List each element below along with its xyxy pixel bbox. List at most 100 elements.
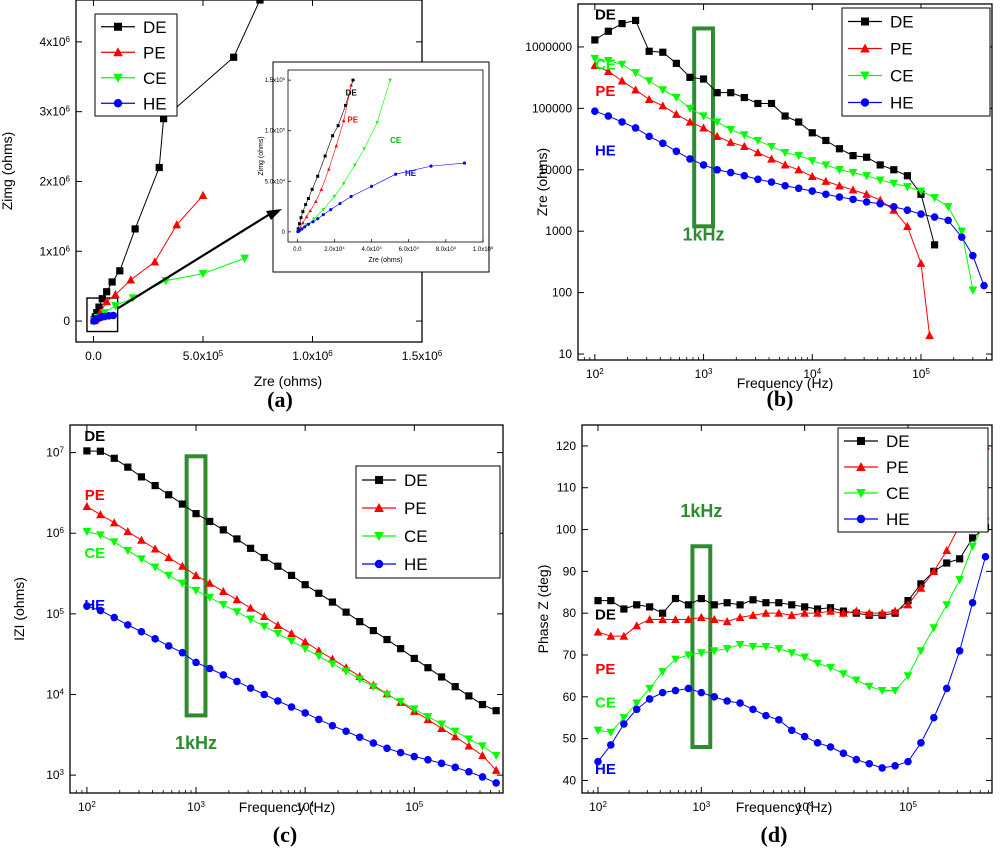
data-point-DE <box>108 278 116 286</box>
legend-marker-HE <box>860 98 870 107</box>
data-point-HE <box>686 155 694 163</box>
data-point-HE <box>930 213 939 221</box>
data-point-DE <box>646 603 654 611</box>
panel-a-chart: 0.0 5.0x105 1.0x106 1.5x106 0 1x106 2x106 3x106… <box>0 0 494 412</box>
data-point-PE <box>903 600 913 609</box>
data-point-DE <box>633 601 641 609</box>
data-point-DE <box>618 19 626 28</box>
y-tick-label: 10 <box>559 347 573 361</box>
data-point-PE <box>82 501 92 511</box>
plot-area <box>590 16 988 340</box>
data-point-CE <box>606 728 616 737</box>
data-point-HE <box>904 757 912 766</box>
data-point-HE <box>178 648 187 657</box>
data-point-DE <box>849 152 857 160</box>
data-point-DE <box>671 594 680 603</box>
data-point-HE <box>826 743 835 751</box>
data-point-CE <box>341 667 351 676</box>
data-point-HE <box>246 684 255 692</box>
data-point-CE <box>246 615 255 624</box>
data-point-CE <box>821 161 831 170</box>
legend-box <box>355 465 501 579</box>
data-point-PE <box>916 583 926 592</box>
1khz-highlight-box <box>690 544 713 749</box>
data-point-PE <box>450 732 460 741</box>
y-tick-label: 40 <box>563 773 577 787</box>
inset-point-HE <box>338 201 342 206</box>
legend-marker-DE <box>375 476 383 484</box>
y-tick-label: 10000 <box>539 163 573 177</box>
legend-marker-CE <box>113 73 123 83</box>
data-point-HE <box>342 727 350 736</box>
data-point-DE <box>876 161 884 169</box>
inset-point-PE <box>334 144 339 148</box>
data-point-HE <box>713 165 721 174</box>
y-tick-label: 80 <box>563 606 577 620</box>
data-point-PE <box>102 297 111 306</box>
data-point-PE <box>903 221 912 230</box>
data-point-DE <box>116 267 124 275</box>
data-point-DE <box>410 654 418 663</box>
data-point-CE <box>726 126 736 135</box>
legend-marker-PE <box>860 43 870 53</box>
data-point-PE <box>722 617 732 626</box>
data-point-HE <box>890 202 898 211</box>
series-annotation: CE <box>595 56 616 73</box>
data-point-HE <box>645 132 653 141</box>
data-point-CE <box>137 555 146 564</box>
inset-point-PE <box>341 118 346 123</box>
y-tick-label: 110 <box>557 481 576 495</box>
data-point-PE <box>178 561 187 570</box>
inset-point-HE <box>321 213 325 217</box>
data-point-HE <box>604 112 613 120</box>
data-point-CE <box>929 624 939 633</box>
inset-point-HE <box>349 194 353 199</box>
y-tick-label: 60 <box>563 690 577 704</box>
data-point-DE <box>328 598 337 606</box>
data-point-PE <box>685 117 695 126</box>
data-point-PE <box>826 606 835 615</box>
data-point-DE <box>342 608 350 616</box>
data-point-DE <box>903 172 911 180</box>
series-annotation: 1kHz <box>683 225 725 245</box>
data-point-DE <box>287 571 296 579</box>
data-point-PE <box>761 608 771 617</box>
data-point-CE <box>328 660 337 669</box>
legend-marker-DE <box>861 17 869 26</box>
inset-point-DE <box>331 134 335 138</box>
data-point-DE <box>795 118 803 126</box>
data-point-PE <box>491 765 501 774</box>
inset-x-tick-label: 6.0x104 <box>399 245 420 254</box>
data-point-HE <box>671 686 680 695</box>
series-annotation: DE <box>595 606 616 623</box>
data-point-CE <box>658 668 667 677</box>
data-point-PE <box>464 741 474 750</box>
data-point-DE <box>699 75 708 83</box>
data-point-DE <box>604 27 612 35</box>
plot-area <box>593 441 990 772</box>
data-point-PE <box>172 220 182 229</box>
data-point-CE <box>712 118 722 127</box>
data-point-PE <box>137 535 146 544</box>
inset-point-HE <box>311 220 315 224</box>
y-axis-label: IZI (ohms) <box>11 577 27 641</box>
data-point-HE <box>83 602 91 610</box>
legend-label: DE <box>886 432 910 451</box>
inset-point-DE <box>310 187 314 191</box>
data-point-PE <box>645 614 654 624</box>
data-point-PE <box>739 141 749 151</box>
data-point-HE <box>437 759 446 768</box>
data-point-PE <box>839 608 848 617</box>
inset-y-tick-label: 1.5x105 <box>265 76 286 85</box>
data-point-CE <box>968 542 977 551</box>
data-point-DE <box>930 241 939 249</box>
data-point-PE <box>631 85 640 94</box>
legend-box <box>837 427 989 533</box>
data-point-HE <box>794 184 803 193</box>
data-point-PE <box>164 553 174 562</box>
data-point-DE <box>192 510 200 518</box>
panel-label: (c) <box>273 822 297 847</box>
series-annotation: HE <box>595 143 616 160</box>
data-point-HE <box>968 598 977 607</box>
inset-point-DE <box>344 103 348 107</box>
